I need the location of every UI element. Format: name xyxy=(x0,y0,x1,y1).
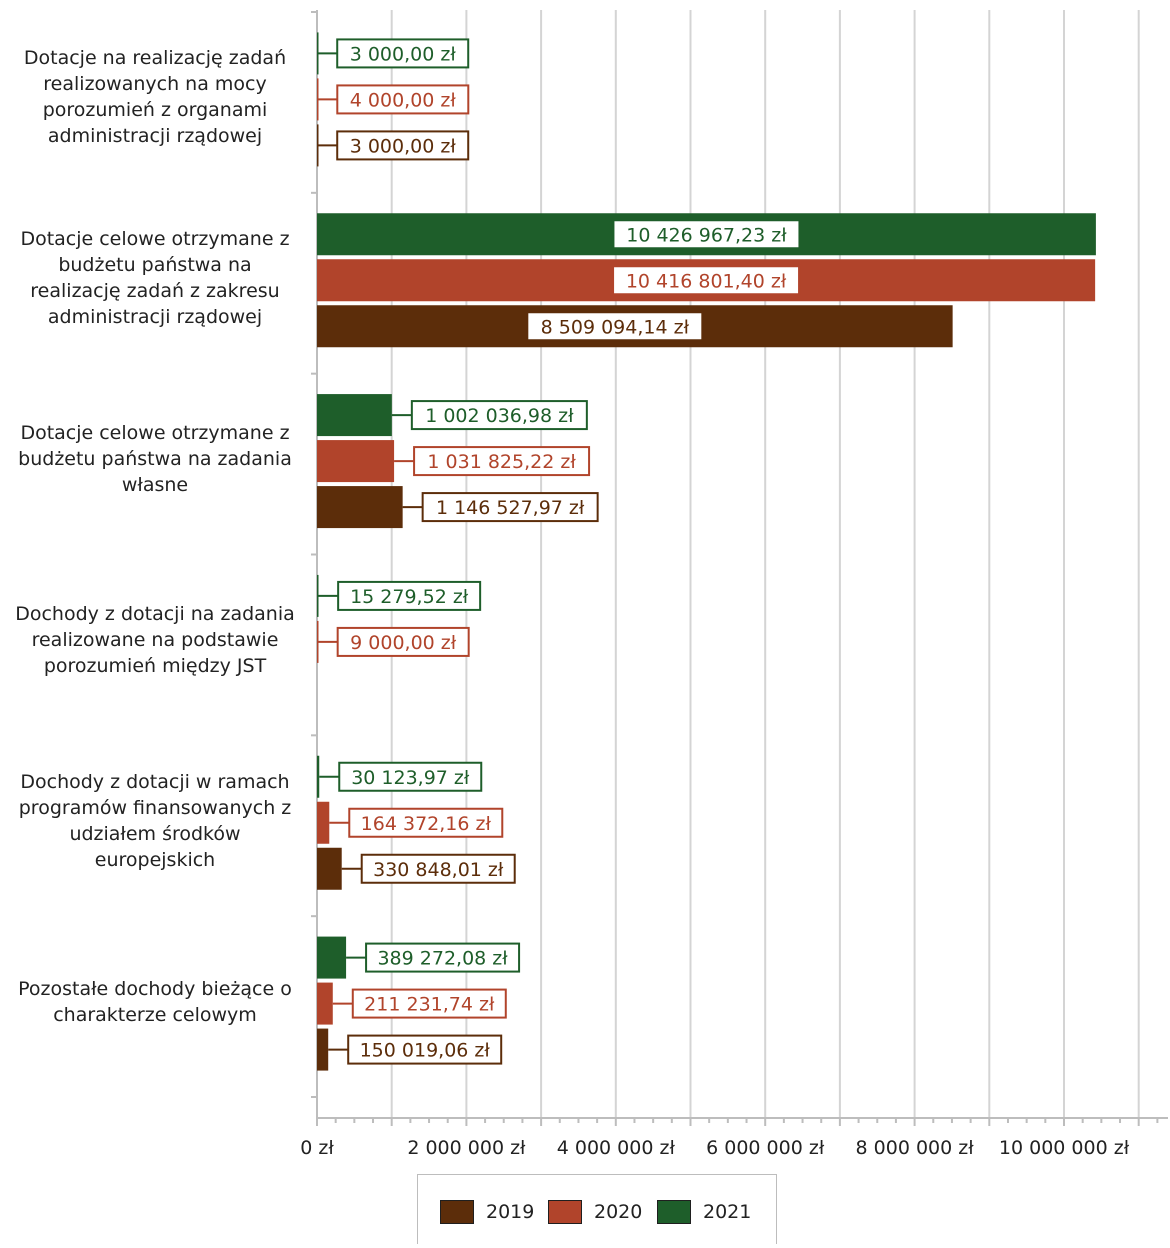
bar-2020 xyxy=(317,982,333,1025)
category-label-line: udziałem środków xyxy=(69,822,241,845)
data-label: 150 019,06 zł xyxy=(360,1040,491,1062)
bar-2019 xyxy=(317,847,342,890)
data-label: 15 279,52 zł xyxy=(350,586,469,608)
category-label-line: administracji rządowej xyxy=(47,306,263,329)
bar-2021 xyxy=(317,394,392,437)
category-label-line: administracji rządowej xyxy=(47,125,263,148)
data-label-box xyxy=(336,38,470,69)
x-tick-label: 0 zł xyxy=(300,1137,334,1159)
legend-label-2020: 2020 xyxy=(594,1201,643,1223)
data-label-box xyxy=(413,446,591,477)
data-label: 9 000,00 zł xyxy=(350,632,457,654)
data-label-box xyxy=(347,1034,503,1065)
category-label-line: realizację zadań z zakresu xyxy=(30,280,280,303)
legend-item-2021[interactable]: 2021 xyxy=(657,1200,751,1224)
legend-item-2019[interactable]: 2019 xyxy=(440,1200,534,1224)
category-label-line: Dochody z dotacji w ramach xyxy=(20,770,290,793)
data-label: 211 231,74 zł xyxy=(364,994,495,1016)
data-label-box xyxy=(612,219,801,250)
data-label: 1 002 036,98 zł xyxy=(425,405,574,427)
data-label: 30 123,97 zł xyxy=(351,767,470,789)
data-label-box xyxy=(337,580,482,611)
data-label-box xyxy=(612,265,801,296)
data-label: 4 000,00 zł xyxy=(350,89,457,111)
bar-2019 xyxy=(317,486,403,529)
data-label: 330 848,01 zł xyxy=(373,859,504,881)
bar-2021 xyxy=(317,936,347,979)
x-tick-label: 8 000 000 zł xyxy=(856,1137,975,1159)
legend-label-2021: 2021 xyxy=(703,1201,752,1223)
data-label-box xyxy=(336,130,470,161)
category-label: Dotacje celowe otrzymane z budżetu państw… xyxy=(5,226,305,330)
category-label-line: porozumień z organami xyxy=(42,99,268,122)
data-label-box xyxy=(526,311,704,342)
category-label: Pozostałe dochody bieżące o charakterze c… xyxy=(5,976,305,1028)
category-label: Dotacje celowe otrzymane z budżetu państw… xyxy=(5,420,305,498)
data-label-box xyxy=(421,492,599,523)
category-label-line: budżetu państwa na xyxy=(58,254,252,277)
bar-2020 xyxy=(317,440,395,483)
category-label-line: Dotacje celowe otrzymane z xyxy=(20,228,290,251)
x-tick-label: 4 000 000 zł xyxy=(557,1137,676,1159)
data-label: 3 000,00 zł xyxy=(350,135,457,157)
data-label: 8 509 094,14 zł xyxy=(541,316,690,338)
category-label-line: charakterze celowym xyxy=(53,1003,257,1026)
category-label-line: Pozostałe dochody bieżące o xyxy=(18,977,292,1000)
category-label-line: Dochody z dotacji na zadania xyxy=(15,602,295,625)
data-label-box xyxy=(336,84,470,115)
data-label-box xyxy=(336,626,470,657)
data-label: 389 272,08 zł xyxy=(377,948,508,970)
data-label: 3 000,00 zł xyxy=(350,43,457,65)
category-label: Dotacje na realizację zadań realizowanych… xyxy=(5,45,305,149)
x-tick-label: 10 000 000 zł xyxy=(999,1137,1130,1159)
category-label: Dochody z dotacji na zadania realizowane … xyxy=(5,601,305,679)
category-label-line: Dotacje na realizację zadań xyxy=(23,47,287,70)
data-label: 10 426 967,23 zł xyxy=(626,224,787,246)
legend: 2019 2020 2021 xyxy=(417,1174,777,1244)
category-label-line: budżetu państwa na zadania xyxy=(18,448,292,471)
x-tick-label: 6 000 000 zł xyxy=(706,1137,825,1159)
data-label-box xyxy=(365,942,521,973)
legend-swatch-2019 xyxy=(440,1200,474,1224)
category-label-line: europejskich xyxy=(94,848,216,871)
data-label: 1 031 825,22 zł xyxy=(427,451,576,473)
data-label-box xyxy=(410,400,588,431)
bar-2019 xyxy=(317,1028,329,1071)
category-label-line: realizowanych na mocy xyxy=(43,73,267,96)
bar-2021 xyxy=(317,574,319,617)
legend-label-2019: 2019 xyxy=(486,1201,535,1223)
data-label: 1 146 527,97 zł xyxy=(436,497,585,519)
x-tick-label: 2 000 000 zł xyxy=(407,1137,526,1159)
category-label-line: programów finansowanych z xyxy=(18,796,292,819)
data-label-box xyxy=(338,761,483,792)
category-label-line: porozumień między JST xyxy=(43,654,267,677)
category-label-line: własne xyxy=(121,474,189,497)
legend-item-2020[interactable]: 2020 xyxy=(548,1200,642,1224)
bar-2020 xyxy=(317,801,330,844)
category-label-line: realizowane na podstawie xyxy=(31,628,279,651)
data-label: 164 372,16 zł xyxy=(361,813,492,835)
data-label-box xyxy=(360,853,516,884)
legend-swatch-2020 xyxy=(548,1200,582,1224)
legend-swatch-2021 xyxy=(657,1200,691,1224)
category-label-line: Dotacje celowe otrzymane z xyxy=(20,422,290,445)
data-label-box xyxy=(351,988,507,1019)
data-label-box xyxy=(348,807,504,838)
category-label: Dochody z dotacji w ramach programów fina… xyxy=(5,769,305,873)
data-label: 10 416 801,40 zł xyxy=(626,270,787,292)
bar-2021 xyxy=(317,755,320,798)
